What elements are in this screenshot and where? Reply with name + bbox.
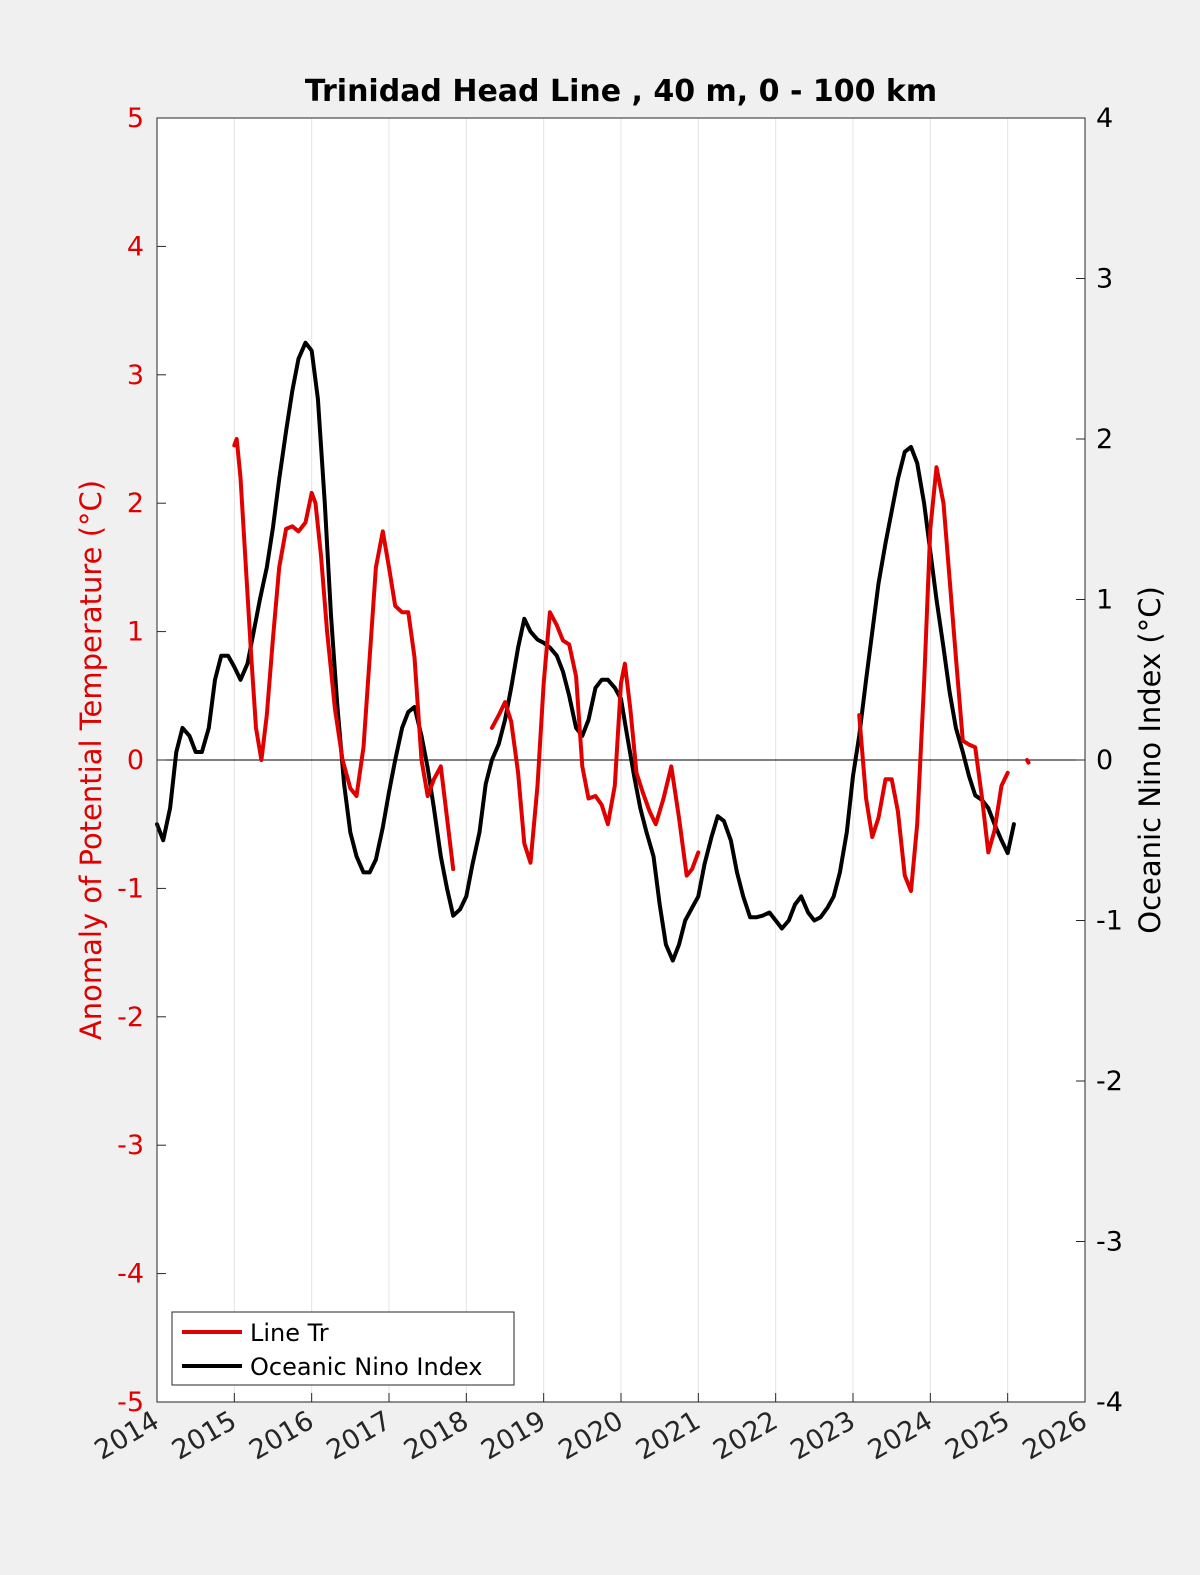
line-tr-series	[857, 465, 1010, 893]
x-tick-label: 2016	[244, 1405, 319, 1466]
y-axis-left: 5 4 3 2 1 0 -1 -2 -3 -4 -5	[117, 103, 166, 1418]
y-left-tick-label: 3	[127, 360, 144, 391]
y-left-tick-label: -4	[117, 1259, 144, 1290]
line-tr-series	[232, 437, 456, 872]
x-tick-label: 2018	[399, 1405, 474, 1466]
y-right-tick-label: -4	[1096, 1387, 1123, 1418]
x-tick-label: 2024	[863, 1405, 938, 1466]
x-tick-label: 2026	[1017, 1405, 1092, 1466]
y-left-tick-label: 5	[127, 103, 144, 134]
x-tick-label: 2019	[476, 1405, 551, 1466]
y-left-tick-label: 0	[127, 745, 144, 776]
y-right-tick-label: 4	[1096, 103, 1113, 134]
y-left-tick-label: 4	[127, 231, 144, 262]
legend-label-line-tr: Line Tr	[250, 1319, 329, 1347]
legend-label-oni: Oceanic Nino Index	[250, 1353, 482, 1381]
legend-box	[171, 1311, 515, 1386]
y-left-tick-label: -2	[117, 1002, 144, 1033]
line-tr-series	[489, 610, 701, 878]
oni-series	[155, 340, 1016, 963]
line-tr-series	[1025, 758, 1031, 765]
x-tick-label: 2020	[553, 1405, 628, 1466]
y-left-tick-label: -3	[117, 1130, 144, 1161]
x-tick-label: 2023	[785, 1405, 860, 1466]
y-right-tick-label: 2	[1096, 424, 1113, 455]
x-axis: 2014 2015 2016 2017 2018 2019 2020 2021 2022 2023…	[89, 1393, 1093, 1466]
legend: Line Tr Oceanic Nino Index	[171, 1311, 515, 1386]
y-right-tick-label: 0	[1096, 745, 1113, 776]
y-left-tick-label: 2	[127, 488, 144, 519]
y-right-tick-label: -1	[1096, 906, 1123, 937]
y-left-tick-label: -5	[117, 1387, 144, 1418]
x-tick-label: 2017	[321, 1405, 396, 1466]
series-layer	[155, 340, 1031, 963]
y-right-tick-label: 1	[1096, 585, 1113, 616]
y-left-tick-label: -1	[117, 873, 144, 904]
y-axis-right: 4 3 2 1 0 -1 -2 -3 -4	[1076, 103, 1123, 1418]
y-right-tick-label: -3	[1096, 1227, 1123, 1258]
x-tick-label: 2025	[940, 1405, 1015, 1466]
x-tick-label: 2021	[631, 1405, 706, 1466]
y-right-tick-label: -2	[1096, 1066, 1123, 1097]
x-tick-label: 2015	[167, 1405, 242, 1466]
x-tick-label: 2022	[708, 1405, 783, 1466]
y-left-tick-label: 1	[127, 617, 144, 648]
chart-title: Trinidad Head Line , 40 m, 0 - 100 km	[305, 74, 937, 109]
y-right-tick-label: 3	[1096, 264, 1113, 295]
y-axis-right-label: Oceanic Nino Index (°C)	[1133, 586, 1167, 934]
y-axis-left-label: Anomaly of Potential Temperature (°C)	[74, 480, 108, 1040]
